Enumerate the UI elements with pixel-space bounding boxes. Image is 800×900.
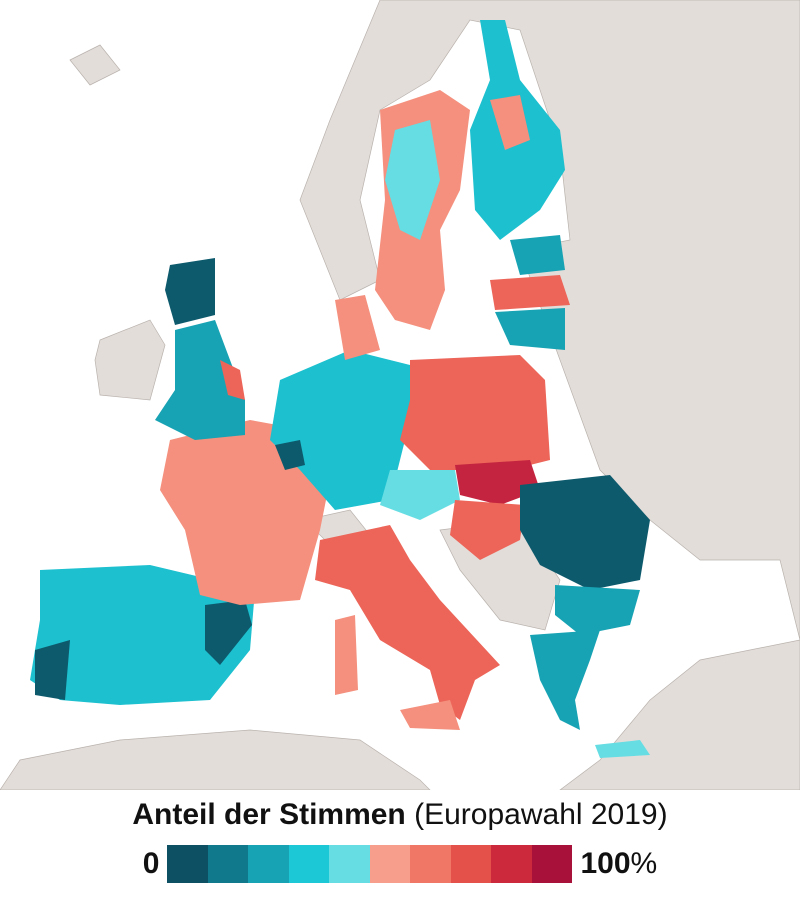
legend-swatch [329, 845, 370, 883]
region [205, 600, 252, 665]
title-bold: Anteil der Stimmen [132, 798, 406, 831]
title-rest: (Europawahl 2019) [414, 798, 668, 831]
region [220, 360, 245, 400]
legend-swatch [288, 845, 330, 883]
region [400, 355, 550, 470]
region [335, 295, 380, 360]
region [385, 120, 440, 240]
map [0, 0, 800, 790]
legend-swatch [491, 845, 532, 883]
land [69, 44, 121, 86]
region [165, 258, 215, 325]
legend: 0 100% [0, 845, 800, 883]
region [595, 740, 650, 758]
region [490, 275, 570, 310]
region [450, 500, 525, 560]
legend-swatch [207, 845, 249, 883]
region [520, 475, 650, 590]
region [315, 525, 500, 720]
region [530, 630, 600, 730]
legend-swatch [248, 845, 289, 883]
region [270, 350, 410, 510]
legend-max: 100 [580, 847, 631, 880]
legend-swatch [450, 845, 492, 883]
region [30, 565, 255, 705]
land [94, 319, 166, 401]
region [275, 440, 305, 470]
legend-swatch [410, 845, 451, 883]
region [495, 308, 565, 350]
legend-swatch [167, 845, 208, 883]
region [510, 235, 565, 275]
region [455, 460, 540, 505]
legend-swatch [531, 845, 573, 883]
region [400, 700, 460, 730]
legend-unit: % [630, 847, 658, 880]
region [35, 640, 70, 700]
region [380, 470, 460, 520]
region [490, 95, 530, 150]
region [335, 615, 358, 695]
region [555, 585, 640, 635]
legend-scale [167, 845, 573, 883]
legend-swatch [369, 845, 411, 883]
land [0, 729, 431, 790]
region [155, 320, 245, 440]
legend-min: 0 [142, 847, 160, 880]
legend-title: Anteil der Stimmen (Europawahl 2019) [0, 798, 800, 832]
